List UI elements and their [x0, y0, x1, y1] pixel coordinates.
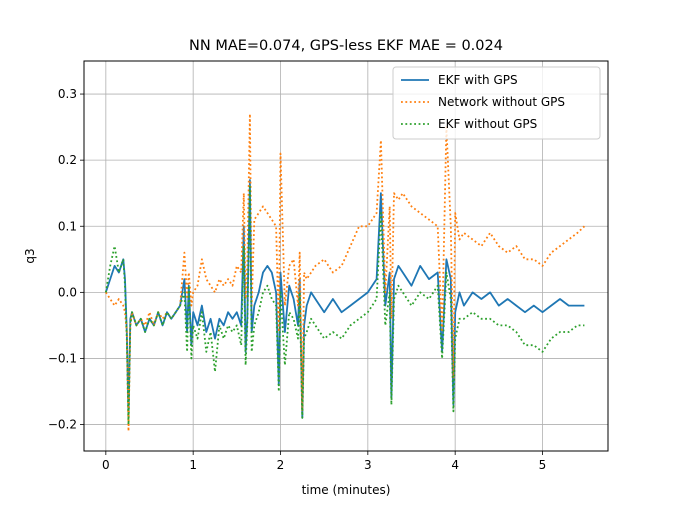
- legend-label: EKF without GPS: [438, 117, 537, 131]
- series-line-network-without-gps: [105, 113, 586, 433]
- x-tick-label: 2: [277, 458, 285, 472]
- plot-frame: [83, 60, 609, 452]
- x-axis-label: time (minutes): [302, 483, 391, 497]
- series-line-ekf-with-gps: [104, 179, 585, 419]
- x-tick-label: 5: [539, 458, 547, 472]
- y-tick-label: −0.1: [48, 351, 77, 365]
- legend-label: EKF with GPS: [438, 73, 518, 87]
- plot-series: [104, 113, 586, 433]
- chart-title: NN MAE=0.074, GPS-less EKF MAE = 0.024: [189, 38, 503, 54]
- y-tick-label: 0.3: [58, 87, 77, 101]
- y-tick-label: 0.0: [58, 285, 77, 299]
- x-axis-ticks: 0 1 2 3 4 5: [102, 451, 546, 472]
- y-axis-label: q3: [23, 248, 37, 263]
- x-tick-label: 4: [451, 458, 459, 472]
- y-axis-ticks: −0.2 −0.1 0.0 0.1 0.2 0.3: [48, 87, 84, 432]
- legend: EKF with GPS Network without GPS EKF witho…: [392, 66, 601, 140]
- x-tick-label: 3: [364, 458, 372, 472]
- grid-lines: [84, 61, 608, 451]
- y-tick-label: 0.2: [58, 153, 77, 167]
- x-tick-label: 0: [102, 458, 110, 472]
- legend-box: [392, 66, 601, 140]
- series-line-ekf-without-gps: [104, 185, 585, 426]
- y-tick-label: 0.1: [58, 219, 77, 233]
- legend-label: Network without GPS: [438, 95, 565, 109]
- x-tick-label: 1: [189, 458, 197, 472]
- y-tick-label: −0.2: [48, 418, 77, 432]
